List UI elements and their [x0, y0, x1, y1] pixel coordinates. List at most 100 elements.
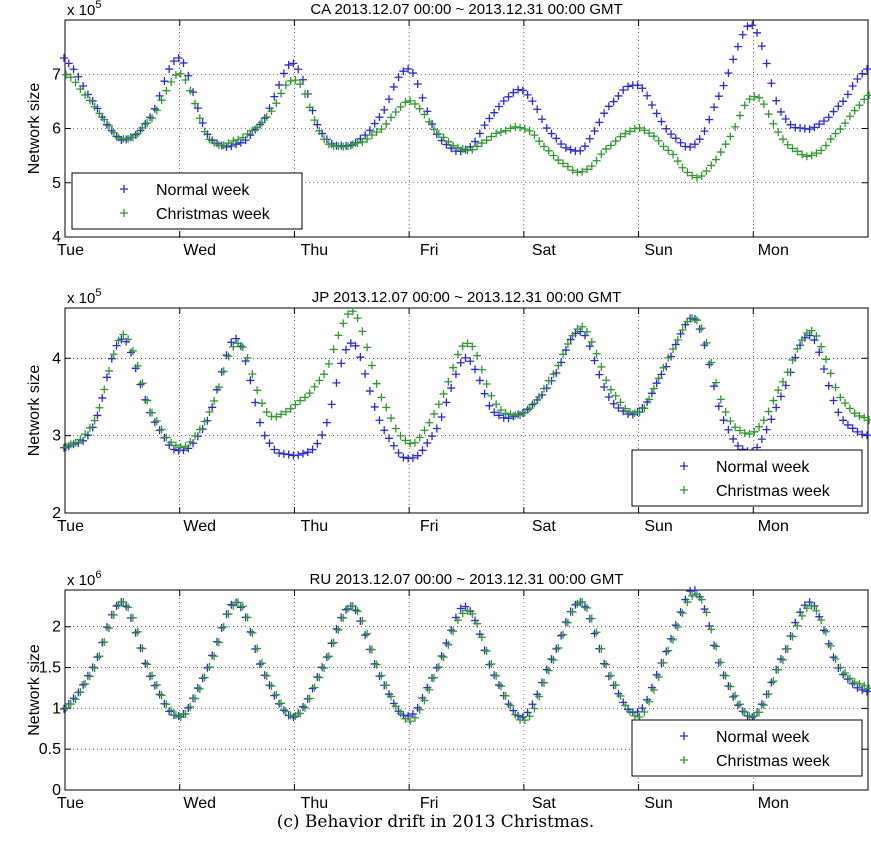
data-point [535, 393, 544, 402]
data-point [318, 663, 327, 672]
data-point [477, 139, 486, 148]
data-point [781, 114, 790, 123]
data-point [64, 59, 73, 68]
data-point [253, 123, 262, 132]
data-point [320, 664, 329, 673]
data-point [437, 651, 446, 660]
x-tick-label: Sun [644, 242, 672, 259]
data-point [621, 404, 630, 413]
data-point [582, 165, 591, 174]
data-point [408, 709, 417, 718]
data-point [353, 607, 362, 616]
data-point [745, 430, 754, 439]
data-point [539, 384, 548, 393]
data-point [279, 706, 288, 715]
data-point [451, 370, 460, 379]
multiplier-exponent: 6 [95, 569, 101, 581]
data-point [406, 439, 415, 448]
data-point [439, 389, 448, 398]
data-point [119, 330, 128, 339]
data-point [767, 678, 776, 687]
data-point [539, 678, 548, 687]
data-point [595, 118, 604, 127]
data-point [807, 601, 816, 610]
multiplier-base: x 10 [67, 572, 95, 589]
data-point [604, 392, 613, 401]
data-point [530, 131, 539, 140]
data-point [707, 358, 716, 367]
data-point [169, 445, 178, 454]
data-point [477, 633, 486, 642]
x-tick-label: Fri [420, 242, 439, 259]
data-point [633, 81, 642, 90]
data-point [133, 627, 142, 636]
data-point [504, 414, 513, 423]
data-point [786, 120, 795, 129]
data-point [76, 435, 85, 444]
data-point [509, 88, 518, 97]
data-point [525, 126, 534, 135]
data-point [740, 101, 749, 110]
data-point [530, 399, 539, 408]
data-point [662, 647, 671, 656]
data-point [423, 439, 432, 448]
data-point [270, 445, 279, 454]
multiplier-exponent: 5 [95, 0, 101, 11]
data-point [788, 632, 797, 641]
data-point [778, 135, 787, 144]
data-point [342, 345, 351, 354]
x-tick-label: Wed [183, 242, 216, 259]
data-point [310, 382, 319, 391]
data-point [85, 96, 94, 105]
data-point [654, 374, 663, 383]
data-point [788, 144, 797, 153]
data-point [71, 695, 80, 704]
data-point [817, 342, 826, 351]
data-point [372, 379, 381, 388]
data-point [848, 679, 857, 688]
data-point [757, 435, 766, 444]
data-point [712, 155, 721, 164]
data-point [652, 109, 661, 118]
data-point [783, 644, 792, 653]
data-point [855, 101, 864, 110]
data-point [776, 107, 785, 116]
data-point [85, 423, 94, 432]
data-point [60, 704, 68, 713]
data-point [659, 658, 668, 667]
data-point [227, 600, 236, 609]
data-point [191, 431, 200, 440]
data-point [576, 146, 585, 155]
data-point [126, 348, 135, 357]
data-point [863, 431, 871, 440]
data-point [853, 74, 862, 83]
data-point [836, 125, 845, 134]
data-point [109, 350, 118, 359]
data-point [150, 418, 159, 427]
data-point [281, 407, 290, 416]
data-point [863, 64, 871, 73]
data-point [375, 113, 384, 122]
data-point [103, 623, 112, 632]
data-point [208, 651, 217, 660]
data-point [850, 106, 859, 115]
data-point [234, 598, 243, 607]
data-point [557, 631, 566, 640]
data-point [143, 660, 152, 669]
data-point [298, 449, 307, 458]
data-point [155, 690, 164, 699]
data-point [475, 129, 484, 138]
data-point [315, 126, 324, 135]
data-point [710, 641, 719, 650]
data-point [385, 95, 394, 104]
data-point [692, 590, 701, 599]
data-point [88, 663, 97, 672]
data-point [387, 414, 396, 423]
data-point [643, 91, 652, 100]
data-point [262, 113, 271, 122]
data-point [724, 425, 733, 434]
data-point [805, 125, 814, 134]
data-point [824, 381, 833, 390]
data-point [616, 691, 625, 700]
